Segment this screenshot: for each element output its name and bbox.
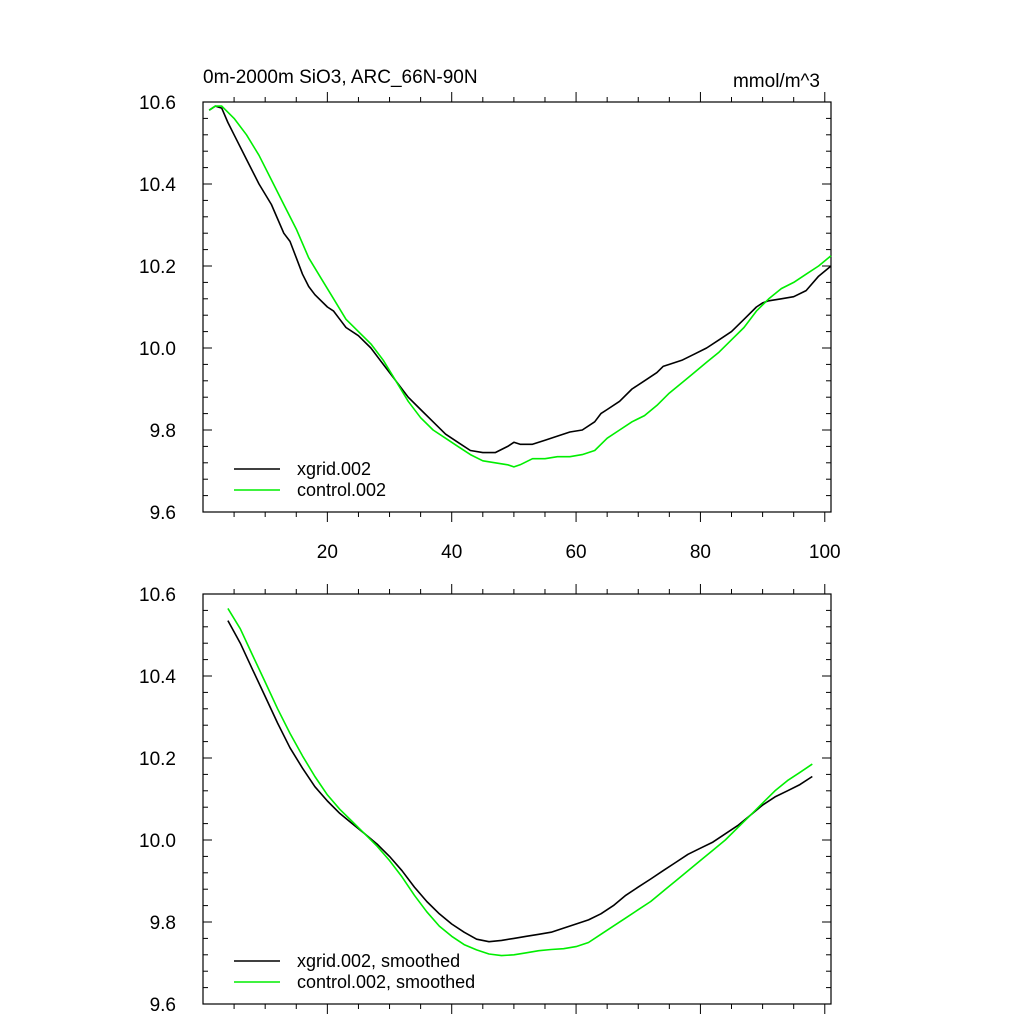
y-tick-label: 9.8 [150, 913, 176, 934]
legend-label: control.002 [297, 480, 386, 500]
legend-label: control.002, smoothed [297, 972, 475, 992]
series-line-xgrid [208, 105, 832, 454]
y-tick-label: 9.8 [150, 421, 176, 442]
bottom-plot-panel: 9.6 9.8 10.0 10.2 10.4 10.6 xgrid.002, smoothe… [139, 584, 832, 1016]
chart-title: 0m-2000m SiO3, ARC_66N-90N [203, 67, 478, 88]
y-tick-label: 10.2 [139, 749, 176, 770]
y-tick-label: 10.4 [139, 175, 176, 196]
x-tick-label: 100 [809, 542, 841, 563]
x-tick-label: 60 [565, 542, 586, 563]
legend-label: xgrid.002, smoothed [297, 951, 460, 971]
plot-frame [202, 593, 832, 1005]
y-tick-label: 10.4 [139, 667, 176, 688]
series-line-control [208, 105, 832, 468]
units-label: mmol/m^3 [733, 71, 820, 92]
y-tick-label: 10.6 [139, 93, 176, 114]
y-tick-label: 10.2 [139, 257, 176, 278]
series-line-xgrid [227, 620, 813, 943]
x-tick-label: 80 [690, 542, 711, 563]
y-tick-label: 10.6 [139, 585, 176, 606]
legend-label: xgrid.002 [297, 459, 371, 479]
x-tick-label: 20 [317, 542, 338, 563]
y-tick-label: 10.0 [139, 831, 176, 852]
y-tick-label: 9.6 [150, 503, 176, 524]
x-tick-label: 40 [441, 542, 462, 563]
top-plot-panel: 9.6 9.8 10.0 10.2 10.4 10.6 20 40 60 80 100 xgrid.0… [139, 92, 841, 563]
y-tick-label: 9.6 [150, 995, 176, 1016]
plot-frame [202, 101, 832, 513]
series-line-control [227, 607, 813, 957]
y-tick-label: 10.0 [139, 339, 176, 360]
